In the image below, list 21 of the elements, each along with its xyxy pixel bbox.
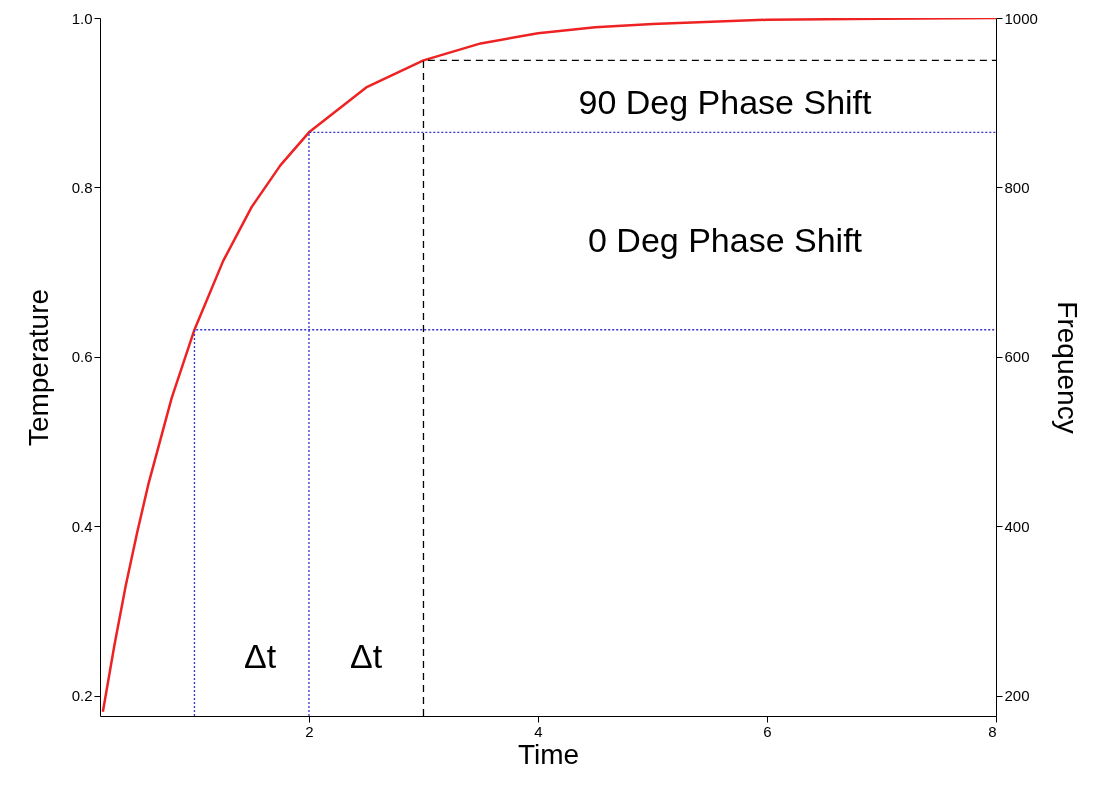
x-axis-title: Time	[517, 738, 580, 770]
y-tick-label: 1.0	[71, 9, 93, 27]
x-tick-label: 8	[988, 722, 997, 740]
annotation: Δt	[243, 637, 277, 675]
y-axis-title: Temperature	[22, 288, 54, 447]
annotation: Δt	[349, 637, 383, 675]
y-tick-label: 0.6	[71, 348, 93, 366]
x-tick-label: 2	[305, 722, 314, 740]
y2-axis-title: Frequency	[1051, 301, 1083, 434]
y2-tick-label: 800	[1004, 178, 1030, 196]
annotation: 90 Deg Phase Shift	[578, 83, 873, 121]
y2-tick-label: 400	[1004, 517, 1030, 535]
y-tick-label: 0.4	[71, 517, 93, 535]
y2-tick-label: 1000	[1004, 9, 1038, 27]
y2-tick-label: 600	[1004, 348, 1030, 366]
y-tick-label: 0.8	[71, 178, 93, 196]
x-tick-label: 6	[763, 722, 772, 740]
annotation: 0 Deg Phase Shift	[587, 221, 863, 259]
y2-tick-label: 200	[1004, 687, 1030, 705]
x-tick-label: 4	[534, 722, 543, 740]
y-tick-label: 0.2	[71, 687, 93, 705]
